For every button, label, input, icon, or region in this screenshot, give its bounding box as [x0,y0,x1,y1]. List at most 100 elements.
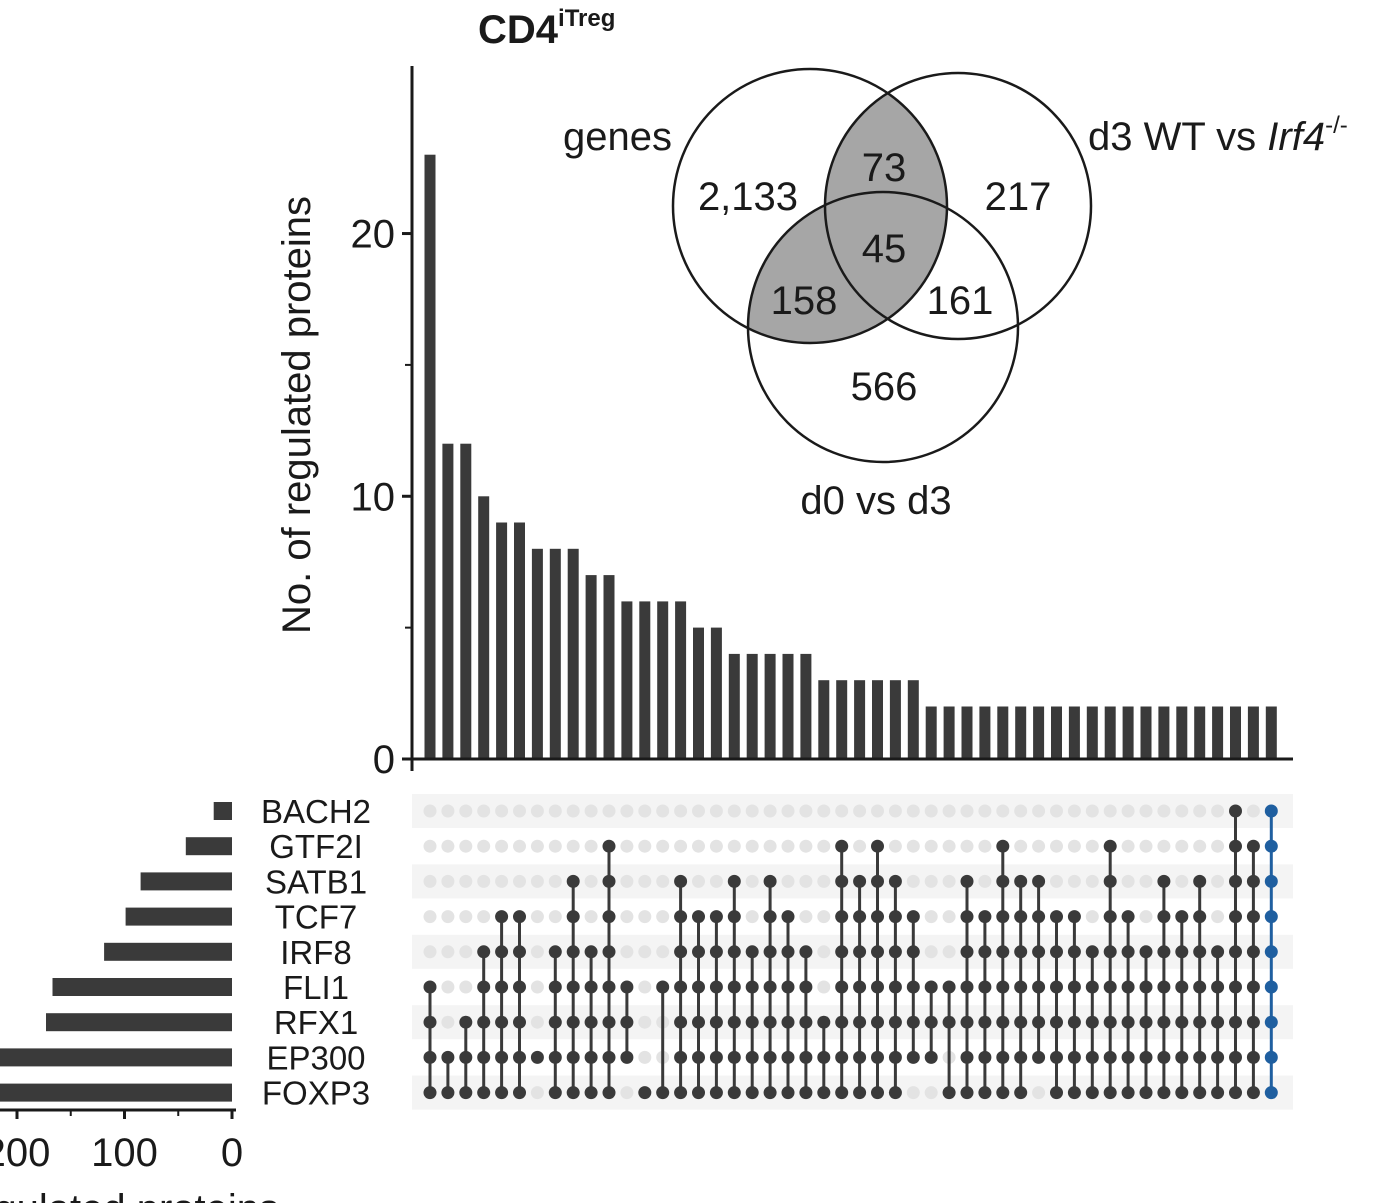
matrix-dot-off [888,804,902,818]
matrix-dot-on [1067,945,1081,959]
matrix-dot-off [1067,874,1081,888]
matrix-dot-on [906,980,920,994]
matrix-dot-on [1193,945,1207,959]
intersection-bar [1194,706,1206,759]
matrix-dot-on [835,980,849,994]
matrix-dot-off [513,874,526,888]
matrix-dot-on [1085,945,1099,959]
intersection-bar [854,680,866,759]
y-tick-label: 10 [351,475,396,519]
matrix-dot-on [1229,980,1242,994]
matrix-dot-on [835,1015,849,1029]
matrix-dot-on [1103,1015,1117,1029]
intersection-bar [925,706,937,759]
matrix-dot-on [477,1015,491,1029]
matrix-dot-on [513,980,526,994]
matrix-dot-off [495,874,509,888]
matrix-dot-on [996,910,1010,924]
matrix-dot-on [584,980,598,994]
matrix-dot-on [477,945,491,959]
matrix-dot-on [996,839,1010,853]
intersection-bar [836,680,848,759]
matrix-dot-off [495,804,509,818]
intersection-bar [567,548,579,759]
matrix-dot-on [1246,945,1260,959]
matrix-dot-on [656,1086,670,1100]
matrix-dot-on [817,1015,831,1029]
matrix-dot-off [602,804,616,818]
matrix-dot-on [1032,874,1046,888]
matrix-dot-on [1175,1050,1189,1064]
matrix-dot-on [1103,1050,1117,1064]
matrix-dot-off [709,839,723,853]
venn-label-d0-vs-d3: d0 vs d3 [800,479,951,523]
matrix-dot-on [602,1086,616,1100]
venn-label-genes: genes [563,115,672,159]
matrix-dot-on [477,980,491,994]
matrix-dot-on [1264,1086,1278,1100]
intersection-bar [961,706,973,759]
matrix-dot-on [960,945,974,959]
matrix-dot-on [1014,945,1028,959]
matrix-dot-on [1050,910,1063,924]
matrix-dot-on [620,1015,634,1029]
intersection-bar [1104,706,1116,759]
matrix-dot-on [996,1086,1010,1100]
matrix-dot-off [1032,804,1046,818]
matrix-dot-on [1246,874,1260,888]
matrix-dot-on [799,1015,813,1029]
matrix-dot-on [692,1086,705,1100]
matrix-dot-on [853,980,867,994]
matrix-dot-on [763,980,777,994]
matrix-dot-on [906,945,920,959]
matrix-dot-on [584,1086,598,1100]
matrix-row-label: FLI1 [283,969,349,1006]
matrix-dot-on [495,910,509,924]
matrix-dot-on [548,980,562,994]
intersection-bar [764,653,776,759]
matrix-dot-off [1050,804,1063,818]
venn-circle-genes [671,67,949,345]
matrix-dot-on [548,1086,562,1100]
matrix-dot-off [638,1050,652,1064]
intersection-bar [1015,706,1027,759]
matrix-dot-on [1014,910,1028,924]
matrix-dot-on [709,910,723,924]
matrix-dot-off [960,839,974,853]
matrix-dot-off [1032,839,1046,853]
matrix-dot-on [799,1050,813,1064]
matrix-dot-off [477,910,491,924]
matrix-dot-on [477,1050,491,1064]
matrix-dot-off [584,910,598,924]
matrix-dot-on [620,1050,634,1064]
matrix-dot-on [960,874,974,888]
matrix-dot-on [1175,1086,1189,1100]
matrix-dot-off [1175,874,1189,888]
matrix-dot-off [423,839,437,853]
matrix-dot-on [763,1086,777,1100]
matrix-dot-off [584,804,598,818]
matrix-dot-on [1050,1015,1063,1029]
matrix-dot-on [423,1050,437,1064]
matrix-dot-off [799,804,813,818]
matrix-dot-on [1264,874,1278,888]
matrix-dot-off [1014,839,1028,853]
matrix-dot-off [1014,804,1028,818]
matrix-dot-on [853,945,867,959]
matrix-dot-off [477,839,491,853]
bar-chart-y-axis-label: No. of regulated proteins [275,196,319,634]
intersection-bar [693,627,704,759]
matrix-dot-on [1175,980,1189,994]
intersection-bar [657,601,669,759]
matrix-dot-off [459,804,473,818]
matrix-dot-off [638,910,652,924]
matrix-dot-off [1193,839,1207,853]
matrix-dot-off [441,945,455,959]
matrix-dot-on [978,910,992,924]
matrix-dot-off [530,1015,544,1029]
matrix-dot-on [835,874,849,888]
bar-chart-y-ticks: 0 10 20 [351,213,412,782]
matrix-dot-on [924,1050,938,1064]
matrix-dot-on [871,945,884,959]
matrix-dot-off [638,1015,652,1029]
